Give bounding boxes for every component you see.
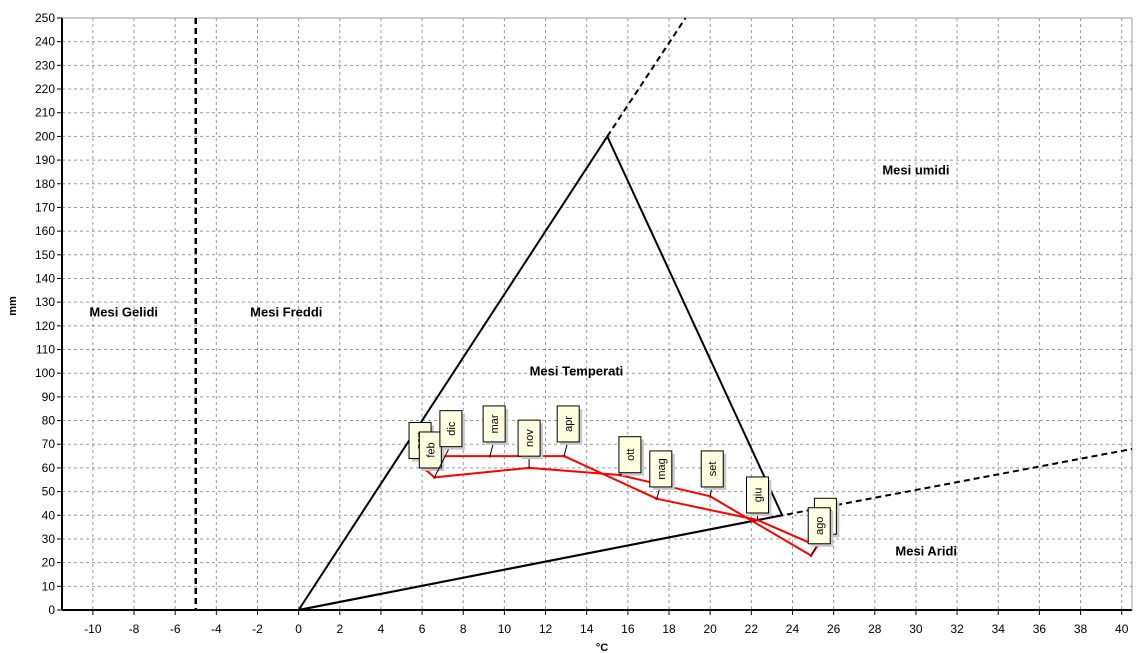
x-tick-label: 38 [1074,622,1088,636]
y-tick-label: 80 [42,414,56,428]
tag-box [418,431,442,469]
x-tick-label: 22 [745,622,759,636]
region-label: Mesi Aridi [895,544,957,559]
x-tick-label: -10 [84,622,102,636]
y-tick-label: 140 [35,271,55,285]
month-tag-mag: mag [649,450,675,499]
month-label: ago [814,517,826,535]
x-tick-label: 16 [621,622,635,636]
month-tag-dic: dic [433,410,465,478]
y-tick-label: 110 [36,343,55,357]
region-label: Mesi Gelidi [89,304,158,319]
x-tick-label: 12 [539,622,553,636]
y-tick-label: 10 [42,579,56,593]
region-label: Mesi Temperati [530,364,624,379]
x-tick-label: 10 [498,622,512,636]
y-tick-label: 90 [42,390,56,404]
y-tick-label: 220 [35,82,55,96]
y-tick-label: 210 [35,106,55,120]
month-tag-giu: giu [746,476,772,521]
month-label: mar [489,414,501,433]
x-tick-label: 8 [460,622,467,636]
y-tick-label: 100 [35,366,55,380]
x-tick-label: -8 [129,622,140,636]
axes: -10 -8 -6 -4 -2 0 2 4 6 8 10 12 14 16 18 20 22 24 26 28 30 32… [35,11,1133,636]
tag-box [556,405,580,443]
y-tick-label: 200 [35,129,55,143]
region-labels: Mesi Gelidi Mesi Freddi Mesi Temperati Mesi… [89,162,957,558]
month-tag-ago: ago [807,507,834,556]
month-tag-mar: mar [482,405,509,457]
x-tick-label: 40 [1115,622,1129,636]
humid-line-extension [606,17,687,137]
y-tick-label: 60 [42,461,56,475]
tag-box [746,476,769,514]
month-label: giu [753,488,765,503]
x-tick-label: -6 [170,622,181,636]
x-tick-label: 0 [295,622,302,636]
x-tick-label: 36 [1033,622,1047,636]
region-label: Mesi Freddi [250,304,322,319]
region-label: Mesi umidi [882,162,949,177]
x-tick-label: 4 [378,622,385,636]
x-axis-title: °C [596,642,608,653]
x-tick-label: 26 [827,622,841,636]
x-tick-label: 20 [703,622,717,636]
y-tick-label: 120 [35,319,55,333]
month-label: ott [625,449,637,461]
tag-box [700,450,724,488]
y-tick-label: 130 [35,295,55,309]
month-label: mag [656,458,668,479]
month-tag-set: set [700,450,727,497]
tag-box [482,405,506,443]
y-tick-label: 150 [35,248,55,262]
y-tick-label: 50 [42,485,56,499]
month-tag-feb: feb [418,431,445,471]
y-tick-label: 230 [35,58,55,72]
y-tick-label: 70 [42,437,56,451]
x-tick-label: 18 [662,622,676,636]
month-label: apr [563,416,575,432]
x-tick-label: 2 [336,622,343,636]
arid-line [298,519,758,611]
x-tick-label: -4 [211,622,222,636]
y-tick-label: 170 [35,200,55,214]
tag-box [517,419,541,457]
y-tick-label: 240 [35,35,55,49]
tag-leader [433,444,452,478]
x-tick-label: 6 [419,622,426,636]
x-tick-label: 30 [909,622,923,636]
month-tag-apr: apr [556,405,583,457]
month-tags: genfebdicmarnovaprottmagsetgiulugago [408,405,840,556]
y-tick-label: 250 [35,11,55,25]
month-tag-nov: nov [517,419,544,468]
y-tick-label: 40 [42,508,56,522]
y-tick-label: 20 [42,556,56,570]
tag-box [649,450,673,488]
tag-box [807,507,831,545]
y-tick-label: 180 [35,177,55,191]
x-tick-label: 24 [786,622,800,636]
month-label: nov [524,429,536,447]
x-tick-label: 14 [580,622,594,636]
x-tick-label: 32 [950,622,964,636]
month-label: dic [446,421,458,436]
y-tick-label: 30 [42,532,56,546]
grid [62,17,1132,610]
y-tick-label: 190 [35,153,55,167]
tag-box [618,436,642,474]
y-tick-label: 160 [35,224,55,238]
tag-box [439,410,463,448]
month-label: feb [425,442,437,457]
y-tick-label: 0 [48,603,55,617]
x-tick-label: -2 [252,622,263,636]
x-tick-label: 28 [868,622,882,636]
month-tag-ott: ott [618,436,644,476]
x-tick-label: 34 [992,622,1006,636]
month-label: set [707,462,719,477]
y-axis-title: mm [7,296,19,316]
